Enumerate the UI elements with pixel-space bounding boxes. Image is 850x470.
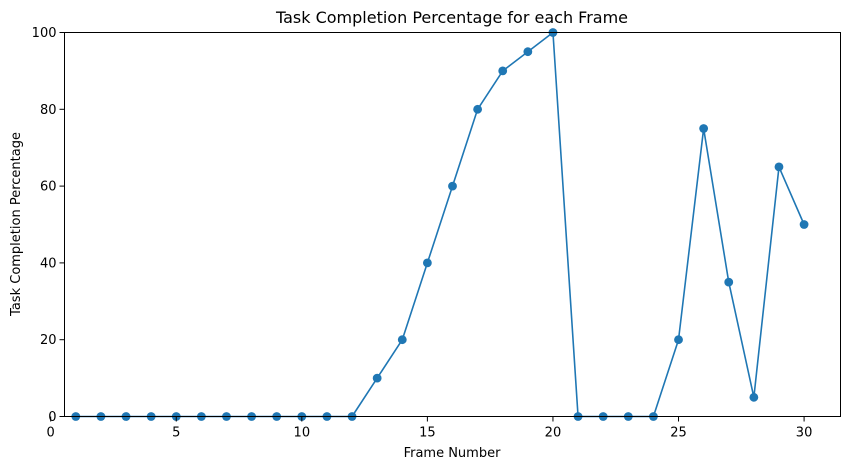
- series-line: [75, 31, 805, 418]
- chart-title: Task Completion Percentage for each Fram…: [275, 8, 628, 27]
- data-point: [397, 335, 407, 345]
- data-point: [774, 162, 784, 172]
- y-tick-label: 0: [48, 410, 56, 425]
- y-tick-label: 20: [40, 333, 57, 348]
- y-tick-label: 100: [32, 26, 57, 41]
- x-tick-label: 30: [796, 426, 813, 441]
- x-tick-label: 0: [47, 426, 55, 441]
- x-axis: 0 5 10 15 20 25 30: [47, 416, 813, 441]
- data-point: [422, 258, 432, 268]
- data-point: [699, 124, 709, 133]
- x-tick-label: 15: [419, 426, 436, 441]
- x-tick-label: 25: [670, 426, 687, 441]
- data-point: [749, 392, 759, 402]
- y-tick-label: 80: [40, 103, 57, 118]
- x-tick-label: 5: [172, 426, 180, 441]
- plot-area: [71, 28, 809, 421]
- y-tick-label: 40: [40, 256, 57, 271]
- y-axis-label: Task Completion Percentage: [9, 132, 24, 317]
- data-point: [674, 335, 683, 345]
- data-point: [473, 104, 483, 114]
- y-tick-label: 60: [40, 180, 57, 195]
- x-tick-label: 10: [294, 426, 311, 441]
- plot-frame: [64, 32, 841, 417]
- data-point: [799, 220, 809, 229]
- x-tick-label: 20: [545, 426, 562, 441]
- y-axis: 0 20 40 60 80 100: [32, 26, 65, 425]
- data-point: [448, 181, 457, 191]
- data-point: [372, 373, 382, 383]
- data-point: [523, 47, 533, 57]
- data-point: [498, 66, 508, 76]
- x-axis-label: Frame Number: [404, 446, 502, 461]
- data-point: [724, 277, 734, 287]
